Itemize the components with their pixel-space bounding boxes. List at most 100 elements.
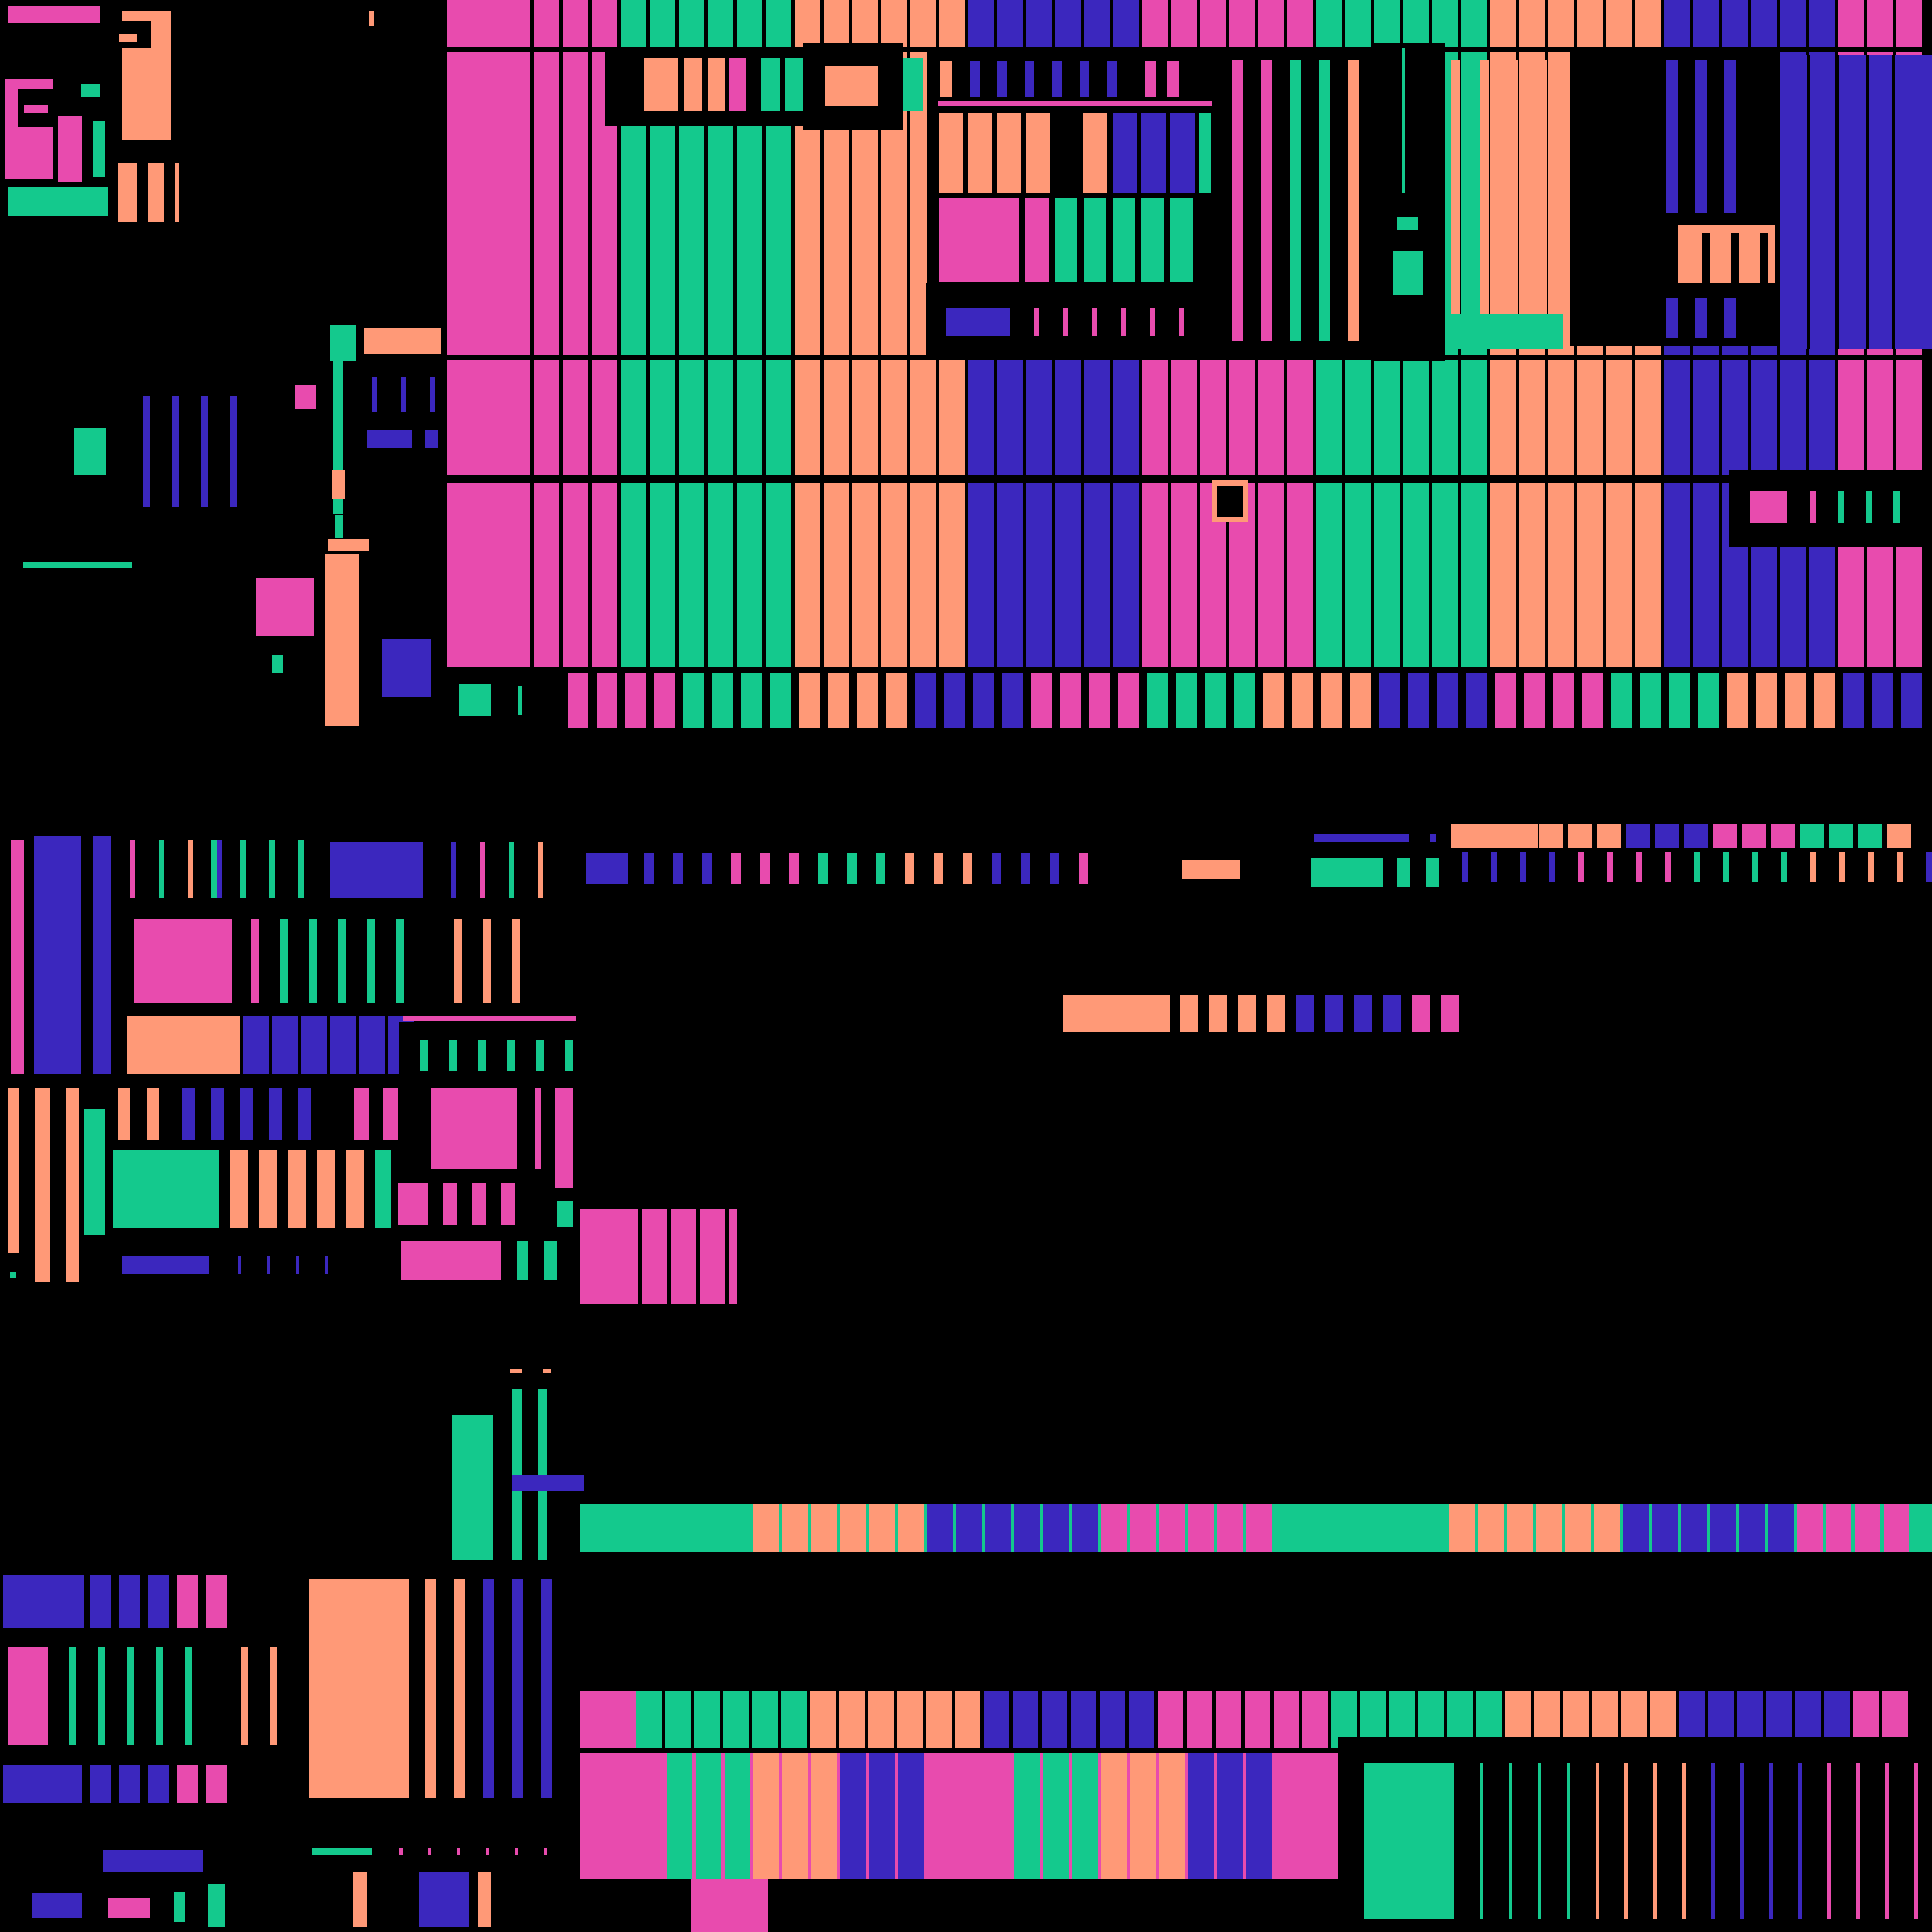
mid-left-indigo — [34, 836, 80, 1074]
right-panel-indigo — [1724, 60, 1736, 213]
band-tail-stripe — [1379, 673, 1400, 728]
center-inner-salmon — [997, 113, 1021, 193]
block-33 — [330, 325, 356, 361]
lower-left-green-stripe — [185, 1647, 192, 1745]
lower-band-2 — [984, 1690, 1009, 1748]
strip-top-right — [1887, 824, 1911, 848]
band-tail-stripe — [857, 673, 878, 728]
strip-top-right — [1626, 824, 1650, 848]
center-lower-tick — [1150, 308, 1155, 336]
cutout — [638, 1209, 642, 1304]
center-inner-green — [1084, 198, 1106, 282]
mid-band-stripe — [1345, 483, 1371, 667]
block-122 — [457, 1848, 460, 1855]
block-115 — [454, 1579, 465, 1798]
band-tail-stripe — [654, 673, 675, 728]
lower-band-3-stripe — [1217, 1753, 1243, 1879]
strip-tick-right — [1549, 852, 1555, 882]
mid-band-stripe — [1287, 483, 1313, 667]
mid-indigo-stripe — [272, 1016, 298, 1074]
block-11 — [1199, 113, 1211, 193]
center-inner-pink — [939, 198, 1019, 282]
lower-band-1-stripe — [1362, 1504, 1388, 1552]
lower-band-2-lead — [580, 1690, 636, 1748]
lower-band-1-stripe — [956, 1504, 982, 1552]
strip-top-right — [1742, 824, 1766, 848]
cutout — [1217, 486, 1243, 517]
strip-tick-right — [1810, 852, 1816, 882]
lower-band-3-stripe — [840, 1753, 866, 1879]
bottom-indigo-square — [419, 1872, 469, 1927]
mid-band-stripe — [1548, 483, 1574, 667]
lower-band-1-stripe — [696, 1504, 721, 1552]
center-lower-tick — [1092, 308, 1097, 336]
center-inner-indigo — [1141, 113, 1166, 193]
right-panel-indigo — [1695, 60, 1707, 213]
strip-tick-right — [1694, 852, 1700, 882]
center-inner-green — [1170, 198, 1193, 282]
lower-band-1-stripe — [1188, 1504, 1214, 1552]
block-93 — [1430, 834, 1436, 842]
mid-strip-tick — [789, 853, 799, 884]
block-53 — [298, 840, 304, 898]
block-22 — [1866, 491, 1872, 523]
lower-left-green-stripe — [69, 1647, 76, 1745]
mid-top-stripe — [159, 840, 164, 898]
lower-left-green-stripe — [98, 1647, 105, 1745]
center-inner-green — [1141, 198, 1164, 282]
lower-band-2 — [1158, 1690, 1183, 1748]
block-27 — [58, 116, 82, 182]
lower-band-3-stripe — [724, 1753, 750, 1879]
block-51 — [240, 840, 246, 898]
mid-band-stripe — [1693, 483, 1719, 667]
strip-center — [1180, 995, 1198, 1032]
band-tail-stripe — [1437, 673, 1458, 728]
block-19 — [1750, 491, 1787, 523]
block-131 — [478, 1872, 491, 1927]
block-84 — [557, 1201, 573, 1227]
lower-right-tick — [1567, 1763, 1570, 1919]
block-67 — [536, 1040, 544, 1071]
lower-salmon-block — [309, 1579, 409, 1798]
mid-band-stripe — [737, 483, 762, 667]
center-right-stripe — [1290, 60, 1301, 341]
strip-top-right — [1684, 824, 1708, 848]
strip-tick-right — [1636, 852, 1642, 882]
top-band-lead-block — [447, 0, 530, 477]
block-104 — [177, 1575, 198, 1628]
mid-band-stripe — [939, 483, 965, 667]
band-tail-stripe — [886, 673, 907, 728]
block-72 — [84, 1109, 105, 1235]
mid-green-stripe — [309, 919, 317, 1003]
strip-center — [1412, 995, 1430, 1032]
mid-band-stripe — [852, 483, 878, 667]
band-tail-stripe — [1495, 673, 1516, 728]
strip-tick-right — [1926, 852, 1932, 882]
block-0 — [684, 58, 702, 111]
band-tail-stripe — [568, 673, 588, 728]
lower-band-1-stripe — [1536, 1504, 1562, 1552]
center-inner-green — [1113, 198, 1135, 282]
lower-band-3-stripe — [1043, 1753, 1069, 1879]
strip-top-right — [1597, 824, 1621, 848]
mid-band-stripe — [650, 483, 675, 667]
mid-band-stripe — [968, 483, 994, 667]
lower-band-1-stripe — [1507, 1504, 1533, 1552]
mid-band-stripe — [1171, 483, 1197, 667]
strip-tick-right — [1839, 852, 1845, 882]
lower-band-1-stripe — [1043, 1504, 1069, 1552]
mid-indigo-block — [330, 842, 423, 898]
block-114 — [425, 1579, 436, 1798]
lower-right-tick — [1740, 1763, 1744, 1919]
block-13 — [1402, 48, 1405, 193]
band-tail-stripe — [1669, 673, 1690, 728]
lower-band-3-stripe — [1072, 1753, 1098, 1879]
lower-band-3-stripe — [1304, 1753, 1330, 1879]
block-28 — [80, 84, 100, 97]
strip-tick-right — [1868, 852, 1874, 882]
strip-tick-right — [1781, 852, 1787, 882]
cutout — [399, 1022, 578, 1074]
block-101 — [90, 1575, 111, 1628]
strip-top-right — [1829, 824, 1853, 848]
tl-green-square — [74, 428, 106, 475]
